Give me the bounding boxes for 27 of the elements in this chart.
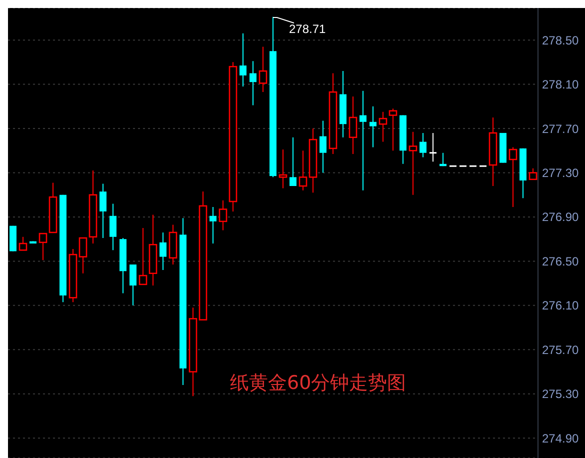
candlestick xyxy=(38,232,48,261)
candlestick xyxy=(388,108,398,152)
y-tick-label: 278.50 xyxy=(542,33,580,48)
candlestick xyxy=(528,168,538,180)
candlestick xyxy=(138,228,148,286)
y-tick-label: 276.90 xyxy=(542,210,580,224)
candlestick xyxy=(298,150,308,191)
annotation: 278.71 xyxy=(289,22,326,36)
candlestick xyxy=(348,96,358,154)
candlestick xyxy=(18,236,28,251)
candlestick xyxy=(218,200,228,231)
y-tick-label: 276.10 xyxy=(542,298,580,313)
y-tick-label: 274.90 xyxy=(542,431,580,446)
y-tick-label: 275.30 xyxy=(542,387,580,402)
y-tick-label: 275.70 xyxy=(542,342,580,357)
text: 纸黄金60分钟走势图 xyxy=(230,371,406,396)
candlestick xyxy=(508,146,518,208)
candlestick xyxy=(428,132,438,162)
candlestick xyxy=(258,46,268,93)
y-tick-label: 277.30 xyxy=(542,166,580,180)
candlestick xyxy=(408,131,418,196)
candlestick xyxy=(378,111,388,142)
candlestick xyxy=(78,237,88,274)
y-tick-label: 276.50 xyxy=(542,254,580,268)
y-tick-label: 277.70 xyxy=(542,122,580,136)
candlestick xyxy=(278,149,288,189)
y-tick-label: 278.10 xyxy=(542,78,580,92)
